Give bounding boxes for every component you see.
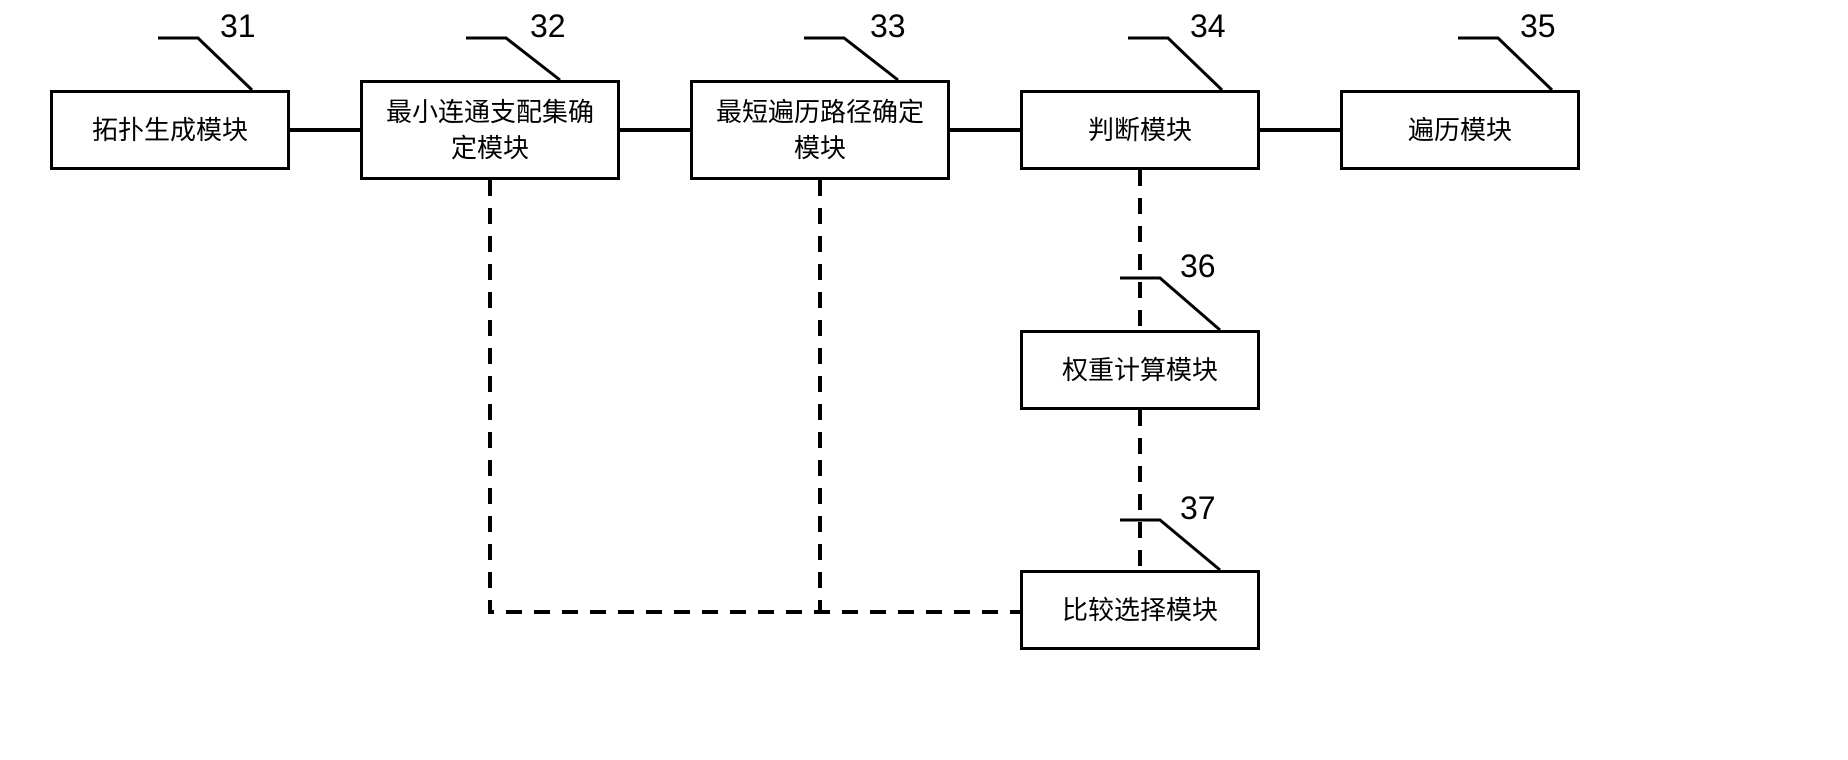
label-flag [1458,38,1552,90]
node-text: 拓扑生成模块 [92,112,248,148]
node-n36: 权重计算模块 [1020,330,1260,410]
label-flag [1120,278,1220,330]
node-label-33: 33 [870,8,906,45]
node-label-32: 32 [530,8,566,45]
node-label-36: 36 [1180,248,1216,285]
node-text: 权重计算模块 [1062,352,1218,388]
edge-dashed [490,180,1020,612]
label-flag [158,38,252,90]
label-flag [1120,520,1220,570]
node-n32: 最小连通支配集确 定模块 [360,80,620,180]
node-text: 判断模块 [1088,112,1192,148]
label-flag [1128,38,1222,90]
node-n35: 遍历模块 [1340,90,1580,170]
node-label-31: 31 [220,8,256,45]
node-n31: 拓扑生成模块 [50,90,290,170]
node-label-34: 34 [1190,8,1226,45]
node-n33: 最短遍历路径确定 模块 [690,80,950,180]
node-text: 最小连通支配集确 定模块 [386,94,594,167]
node-text: 最短遍历路径确定 模块 [716,94,924,167]
flowchart-diagram: 拓扑生成模块 最小连通支配集确 定模块 最短遍历路径确定 模块 判断模块 遍历模块权重计… [0,0,1848,760]
node-label-35: 35 [1520,8,1556,45]
node-n34: 判断模块 [1020,90,1260,170]
node-n37: 比较选择模块 [1020,570,1260,650]
node-label-37: 37 [1180,490,1216,527]
node-text: 遍历模块 [1408,112,1512,148]
node-text: 比较选择模块 [1062,592,1218,628]
